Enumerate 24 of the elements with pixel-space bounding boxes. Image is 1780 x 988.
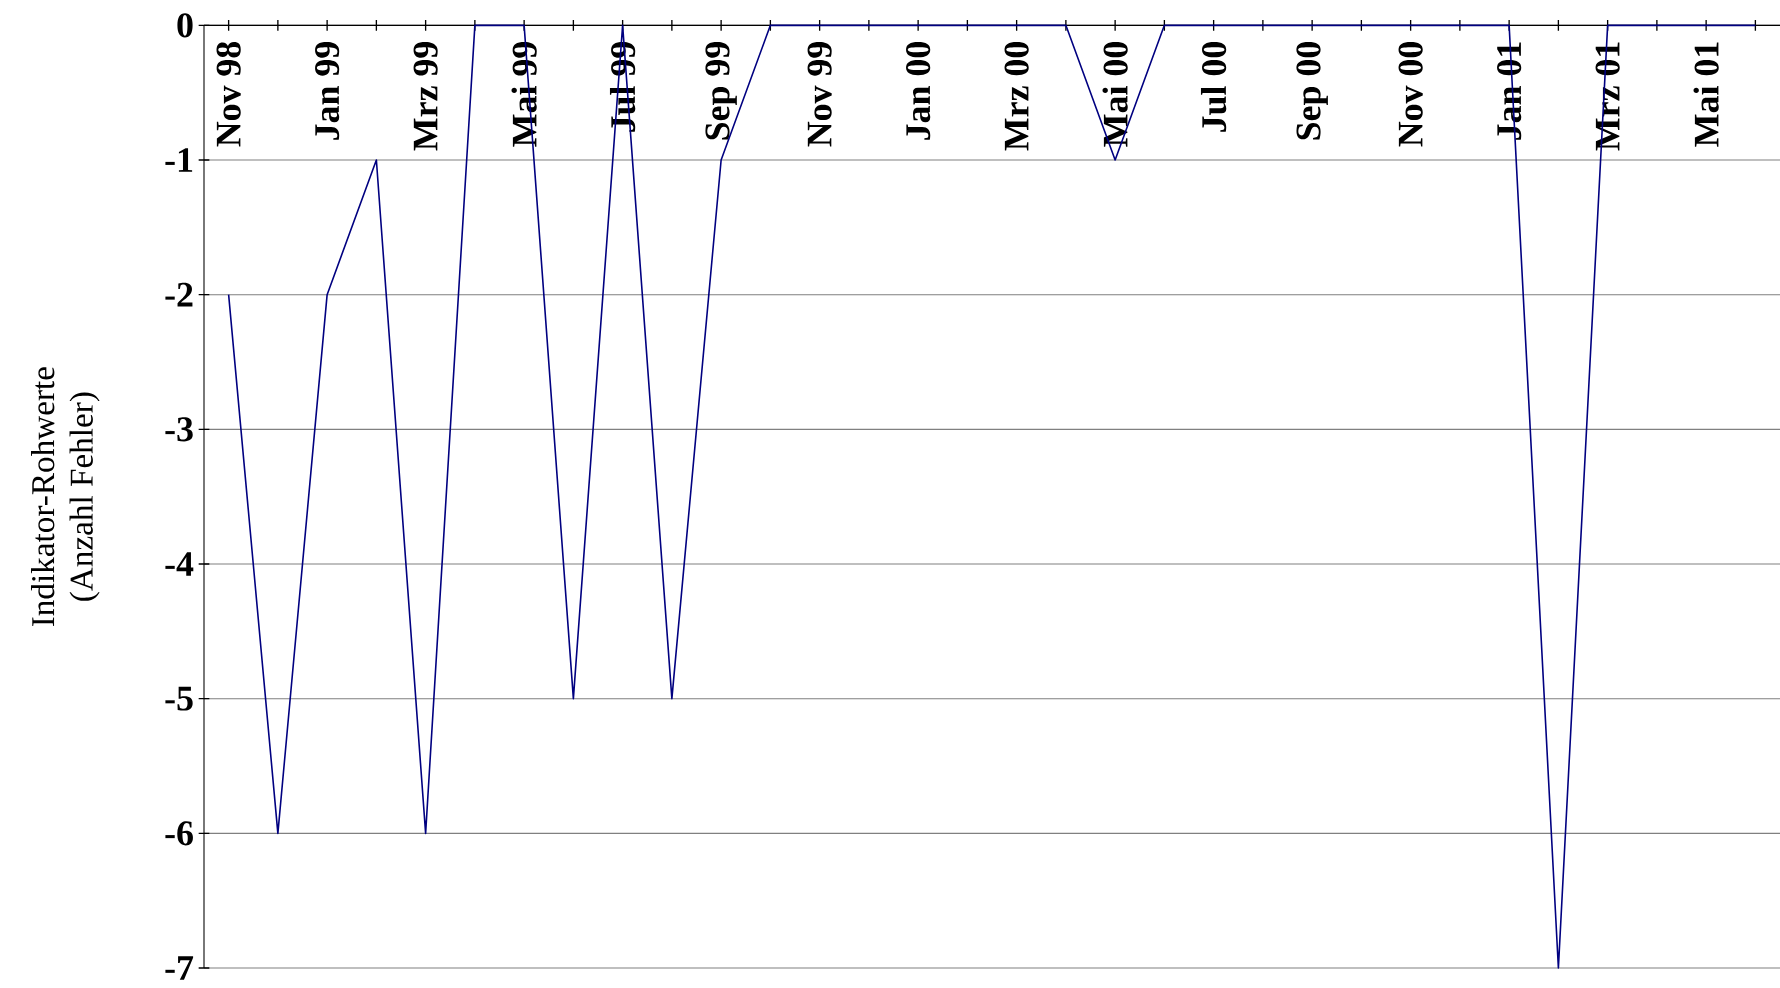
x-tick-label: Mai 00 bbox=[1102, 42, 1128, 147]
y-tick-label: -3 bbox=[165, 417, 193, 442]
x-tick-label: Jan 99 bbox=[315, 42, 340, 140]
x-tick-label: Mai 99 bbox=[511, 42, 537, 147]
x-tick-label: Jul 00 bbox=[1200, 42, 1227, 132]
y-tick-label: -1 bbox=[165, 148, 193, 172]
x-tick-label: Mrz 00 bbox=[1004, 42, 1029, 151]
y-tick-label: -5 bbox=[165, 686, 193, 711]
x-tick-label: Nov 98 bbox=[216, 41, 241, 147]
x-tick-label: Mrz 01 bbox=[1595, 42, 1620, 151]
y-tick-label: -7 bbox=[165, 956, 194, 980]
x-tick-label: Sep 00 bbox=[1296, 42, 1328, 140]
y-tick-label: -6 bbox=[165, 821, 193, 846]
y-tick-label: 0 bbox=[177, 13, 193, 38]
y-axis-title: Indikator-Rohwerte (Anzahl Fehler) bbox=[31, 367, 100, 627]
x-tick-label: Mai 01 bbox=[1693, 42, 1719, 147]
x-tick-label: Nov 99 bbox=[807, 42, 832, 147]
x-tick-label: Nov 00 bbox=[1398, 42, 1423, 147]
y-tick-label: -4 bbox=[165, 552, 194, 576]
y-tick-label: -2 bbox=[165, 282, 193, 307]
x-tick-label: Sep 99 bbox=[705, 42, 737, 140]
x-tick-label: Jan 00 bbox=[906, 42, 931, 140]
x-tick-label: Jan 01 bbox=[1497, 42, 1522, 140]
x-tick-label: Mrz 99 bbox=[413, 42, 438, 151]
